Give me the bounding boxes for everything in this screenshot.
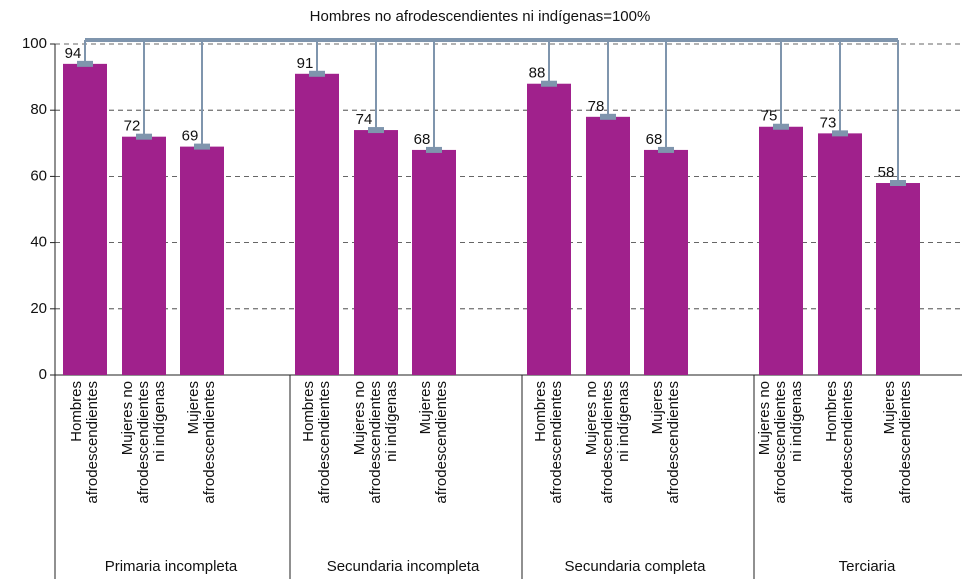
reference-cap xyxy=(426,146,442,153)
x-tick-label: Hombres xyxy=(532,381,549,442)
x-tick-label: Mujeres no xyxy=(583,381,600,455)
y-tick-label: 0 xyxy=(39,366,47,383)
value-label: 75 xyxy=(761,108,778,125)
x-tick-label: Mujeres no xyxy=(119,381,136,455)
bar xyxy=(63,63,107,376)
bar xyxy=(818,133,862,375)
x-tick-label: Hombres xyxy=(300,381,317,442)
x-tick-label: ni indígenas xyxy=(615,381,632,462)
reference-cap xyxy=(658,146,674,153)
x-tick-label: Mujeres xyxy=(649,381,666,434)
bar xyxy=(122,136,166,375)
x-tick-label: Hombres xyxy=(68,381,85,442)
x-tick-label: afrodescendientes xyxy=(367,381,384,504)
reference-cap xyxy=(890,180,906,187)
reference-cap xyxy=(194,143,210,150)
bar xyxy=(354,130,398,375)
value-label: 58 xyxy=(878,164,895,181)
value-label: 74 xyxy=(356,111,373,128)
x-tick-label: afrodescendientes xyxy=(201,381,218,504)
x-tick-label: afrodescendientes xyxy=(548,381,565,504)
x-tick-label: afrodescendientes xyxy=(433,381,450,504)
bar xyxy=(586,116,630,375)
x-tick-label: afrodescendientes xyxy=(84,381,101,504)
y-tick-label: 40 xyxy=(30,234,47,251)
reference-cap xyxy=(136,133,152,140)
reference-cap xyxy=(77,60,93,67)
bar xyxy=(412,149,456,375)
value-label: 68 xyxy=(646,131,663,148)
group-label: Secundaria completa xyxy=(565,558,707,575)
bar xyxy=(876,183,920,375)
chart-title: Hombres no afrodescendientes ni indígena… xyxy=(310,8,651,25)
x-tick-label: ni indígenas xyxy=(383,381,400,462)
group-label: Terciaria xyxy=(839,558,896,575)
value-label: 72 xyxy=(124,118,141,135)
value-label: 73 xyxy=(820,114,837,131)
x-tick-label: afrodescendientes xyxy=(839,381,856,504)
x-tick-label: Mujeres xyxy=(417,381,434,434)
reference-cap xyxy=(541,80,557,87)
bar xyxy=(759,126,803,375)
reference-cap xyxy=(832,130,848,137)
value-label: 68 xyxy=(414,131,431,148)
value-label: 94 xyxy=(65,45,82,62)
x-tick-label: Mujeres no xyxy=(756,381,773,455)
x-tick-label: afrodescendientes xyxy=(897,381,914,504)
group-label: Primaria incompleta xyxy=(105,558,238,575)
x-tick-label: Mujeres no xyxy=(351,381,368,455)
x-tick-label: ni indígenas xyxy=(151,381,168,462)
x-tick-label: afrodescendientes xyxy=(316,381,333,504)
x-tick-label: Hombres xyxy=(823,381,840,442)
value-label: 91 xyxy=(297,55,314,72)
y-tick-label: 80 xyxy=(30,101,47,118)
x-tick-label: afrodescendientes xyxy=(665,381,682,504)
x-tick-label: afrodescendientes xyxy=(135,381,152,504)
value-label: 78 xyxy=(588,98,605,115)
y-tick-label: 60 xyxy=(30,167,47,184)
y-tick-label: 100 xyxy=(22,35,47,52)
reference-cap xyxy=(773,123,789,130)
bar xyxy=(295,73,339,375)
x-tick-label: Mujeres xyxy=(881,381,898,434)
y-tick-label: 20 xyxy=(30,300,47,317)
group-label: Secundaria incompleta xyxy=(327,558,480,575)
x-tick-label: ni indígenas xyxy=(788,381,805,462)
bar xyxy=(644,149,688,375)
reference-cap xyxy=(600,113,616,120)
reference-cap xyxy=(309,70,325,77)
value-label: 69 xyxy=(182,128,199,145)
bar xyxy=(527,83,571,375)
x-tick-label: Mujeres xyxy=(185,381,202,434)
x-tick-label: afrodescendientes xyxy=(599,381,616,504)
value-label: 88 xyxy=(529,65,546,82)
bar xyxy=(180,146,224,375)
x-tick-label: afrodescendientes xyxy=(772,381,789,504)
reference-cap xyxy=(368,127,384,134)
